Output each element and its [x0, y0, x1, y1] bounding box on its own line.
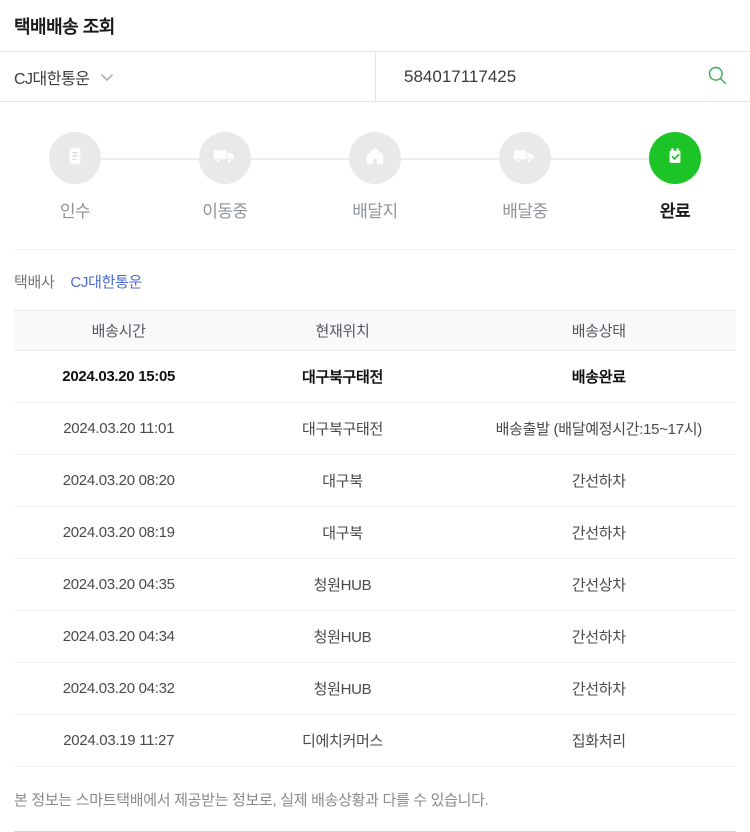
- footer-notice: 본 정보는 스마트택배에서 제공받는 정보로, 실제 배송상황과 다를 수 있습…: [14, 767, 736, 832]
- delivery-progress-stepper: 인수 이동중: [0, 102, 750, 249]
- search-bar: CJ대한통운: [0, 51, 750, 102]
- step-out-for-delivery-circle: [499, 132, 551, 184]
- truck-icon: [210, 141, 240, 176]
- cell-delivery-status: 간선하차: [461, 454, 736, 507]
- step-complete-circle: [649, 132, 701, 184]
- cell-delivery-time: 2024.03.20 15:05: [14, 350, 224, 403]
- tracking-table-body: 2024.03.20 15:05 대구북구태전 배송완료 2024.03.20 …: [14, 350, 736, 767]
- table-row: 2024.03.20 08:20 대구북 간선하차: [14, 454, 736, 507]
- step-out-for-delivery-label: 배달중: [502, 202, 548, 221]
- cell-delivery-time: 2024.03.20 04:35: [14, 558, 224, 611]
- truck-icon: [510, 141, 540, 176]
- search-icon: [706, 64, 729, 90]
- table-row: 2024.03.19 11:27 디에치커머스 집화처리: [14, 714, 736, 767]
- cell-current-location: 대구북구태전: [223, 402, 462, 455]
- courier-row: 택배사 CJ대한통운: [14, 249, 736, 310]
- tracking-number-input[interactable]: [404, 66, 704, 87]
- step-destination-label: 배달지: [352, 202, 398, 221]
- search-button[interactable]: [704, 62, 731, 92]
- cell-delivery-status: 간선하차: [461, 610, 736, 663]
- table-row: 2024.03.20 04:35 청원HUB 간선상차: [14, 558, 736, 611]
- cell-delivery-status: 배송출발 (배달예정시간:15~17시): [461, 402, 736, 455]
- table-row: 2024.03.20 15:05 대구북구태전 배송완료: [14, 350, 736, 403]
- header-current-location: 현재위치: [223, 310, 462, 351]
- table-row: 2024.03.20 11:01 대구북구태전 배송출발 (배달예정시간:15~…: [14, 402, 736, 455]
- step-complete-label: 완료: [659, 202, 691, 221]
- courier-link[interactable]: CJ대한통운: [70, 274, 143, 291]
- cell-current-location: 대구북: [223, 506, 462, 559]
- cell-current-location: 대구북구태전: [223, 350, 462, 403]
- step-complete: 완료: [600, 132, 750, 222]
- cell-delivery-time: 2024.03.20 08:19: [14, 506, 224, 559]
- step-in-transit-circle: [199, 132, 251, 184]
- step-pickup-label: 인수: [59, 202, 91, 221]
- tracking-table-header: 배송시간 현재위치 배송상태: [14, 310, 736, 351]
- table-row: 2024.03.20 08:19 대구북 간선하차: [14, 506, 736, 559]
- table-row: 2024.03.20 04:32 청원HUB 간선하차: [14, 662, 736, 715]
- cell-current-location: 청원HUB: [223, 662, 462, 715]
- step-destination: 배달지: [300, 132, 450, 222]
- courier-label: 택배사: [14, 274, 55, 291]
- cell-delivery-time: 2024.03.20 04:34: [14, 610, 224, 663]
- step-pickup-circle: [49, 132, 101, 184]
- header-delivery-status: 배송상태: [461, 310, 736, 351]
- tracking-table: 배송시간 현재위치 배송상태 2024.03.20 15:05 대구북구태전 배…: [14, 310, 736, 767]
- cell-delivery-status: 간선하차: [461, 662, 736, 715]
- header-delivery-time: 배송시간: [14, 310, 224, 351]
- cell-current-location: 청원HUB: [223, 558, 462, 611]
- step-pickup: 인수: [0, 132, 150, 222]
- cell-delivery-time: 2024.03.20 08:20: [14, 454, 224, 507]
- cell-delivery-status: 집화처리: [461, 714, 736, 767]
- chevron-down-icon: [100, 69, 114, 87]
- cell-current-location: 대구북: [223, 454, 462, 507]
- cell-delivery-status: 간선하차: [461, 506, 736, 559]
- tracking-number-box: [375, 52, 750, 101]
- cell-delivery-time: 2024.03.19 11:27: [14, 714, 224, 767]
- cell-current-location: 디에치커머스: [223, 714, 462, 767]
- carrier-select[interactable]: CJ대한통운: [0, 52, 375, 101]
- step-destination-circle: [349, 132, 401, 184]
- receipt-icon: [62, 143, 88, 174]
- carrier-select-value: CJ대한통운: [14, 70, 90, 88]
- cell-current-location: 청원HUB: [223, 610, 462, 663]
- cell-delivery-time: 2024.03.20 04:32: [14, 662, 224, 715]
- table-row: 2024.03.20 04:34 청원HUB 간선하차: [14, 610, 736, 663]
- cell-delivery-status: 간선상차: [461, 558, 736, 611]
- cell-delivery-status: 배송완료: [461, 350, 736, 403]
- cell-delivery-time: 2024.03.20 11:01: [14, 402, 224, 455]
- page-title: 택배배송 조회: [14, 17, 115, 37]
- step-in-transit-label: 이동중: [202, 202, 248, 221]
- step-in-transit: 이동중: [150, 132, 300, 222]
- step-out-for-delivery: 배달중: [450, 132, 600, 222]
- home-icon: [361, 142, 389, 175]
- bag-check-icon: [662, 143, 688, 174]
